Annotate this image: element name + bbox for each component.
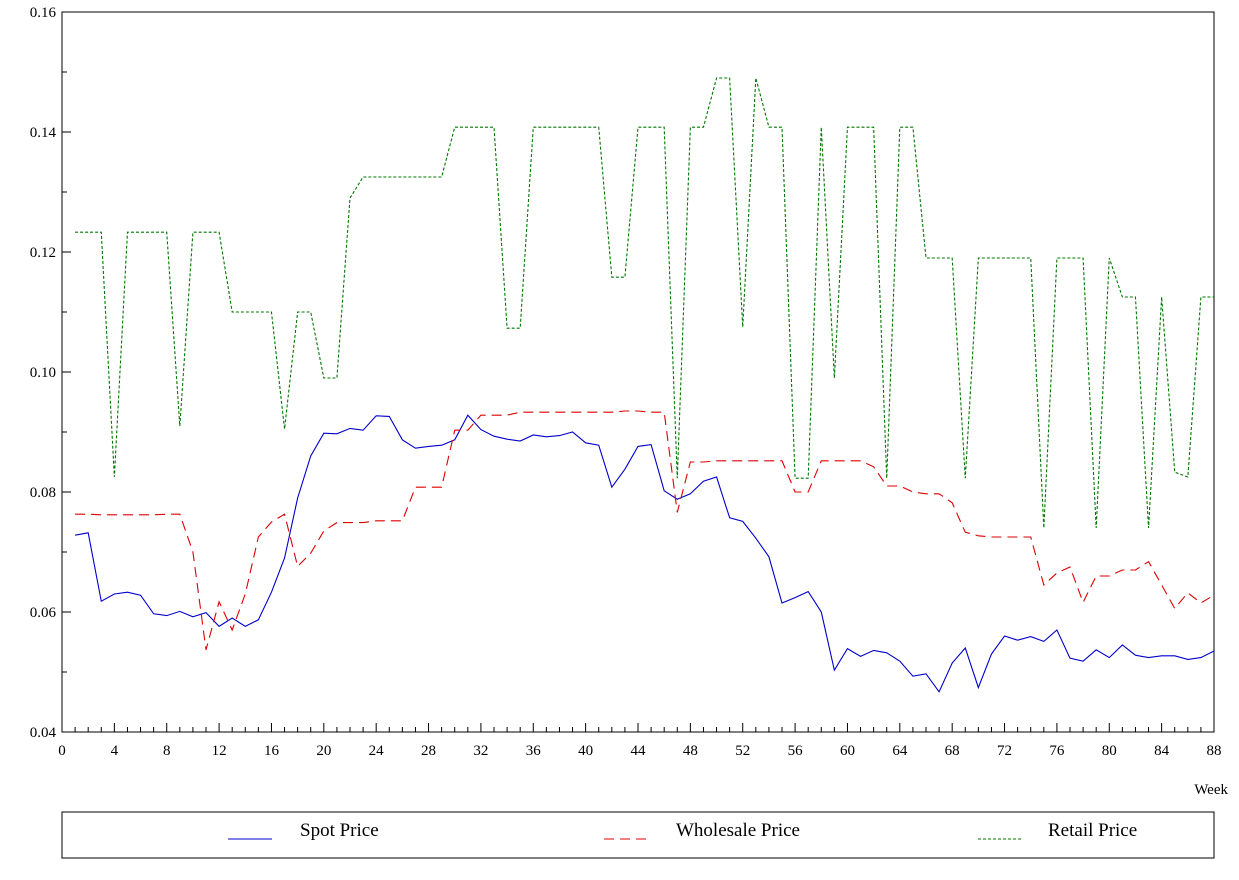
retail-price-line <box>75 77 1214 529</box>
wholesale-price-line <box>75 410 1215 650</box>
legend-label-wholesale-price: Wholesale Price <box>676 820 800 841</box>
x-tick-label: 80 <box>1102 743 1117 759</box>
x-tick-label: 84 <box>1154 743 1170 759</box>
plot-border <box>61 11 1215 733</box>
y-tick-label: 0.16 <box>30 5 57 21</box>
x-tick-label: 8 <box>163 743 171 759</box>
legend: Spot Price Wholesale Price Retail Price <box>61 811 1215 859</box>
x-tick-label: 0 <box>58 743 66 759</box>
axis-layer: 0.040.060.080.100.120.140.160 4 8 12 16 20 24 2… <box>30 5 1222 759</box>
x-tick-label: 16 <box>264 743 280 759</box>
x-tick-label: 60 <box>840 743 855 759</box>
x-tick-label: 40 <box>578 743 593 759</box>
legend-box <box>61 811 1215 859</box>
spot-price-line <box>74 414 1215 693</box>
x-tick-label: 72 <box>997 743 1012 759</box>
y-tick-label: 0.14 <box>30 125 57 141</box>
y-tick-label: 0.06 <box>30 605 57 621</box>
x-tick-label: 68 <box>945 743 960 759</box>
x-tick-label: 56 <box>788 743 804 759</box>
x-tick-label: 88 <box>1207 743 1222 759</box>
x-tick-label: 36 <box>526 743 542 759</box>
legend-label-retail-price: Retail Price <box>1048 820 1137 841</box>
x-axis-title: Week <box>1194 782 1228 798</box>
series-layer <box>74 77 1215 693</box>
x-tick-label: 28 <box>421 743 436 759</box>
y-tick-label: 0.12 <box>30 245 56 261</box>
x-tick-label: 48 <box>683 743 698 759</box>
x-tick-label: 52 <box>735 743 750 759</box>
x-tick-label: 4 <box>111 743 119 759</box>
legend-label-spot-price: Spot Price <box>300 820 379 841</box>
x-tick-label: 24 <box>369 743 385 759</box>
plot-frame <box>61 11 1215 733</box>
x-tick-label: 64 <box>892 743 908 759</box>
x-tick-label: 44 <box>631 743 647 759</box>
y-tick-label: 0.10 <box>30 365 56 381</box>
y-tick-label: 0.08 <box>30 485 56 501</box>
x-tick-label: 76 <box>1049 743 1065 759</box>
x-tick-label: 32 <box>473 743 488 759</box>
x-tick-label: 12 <box>212 743 227 759</box>
x-tick-label: 20 <box>316 743 331 759</box>
y-tick-label: 0.04 <box>30 725 57 741</box>
